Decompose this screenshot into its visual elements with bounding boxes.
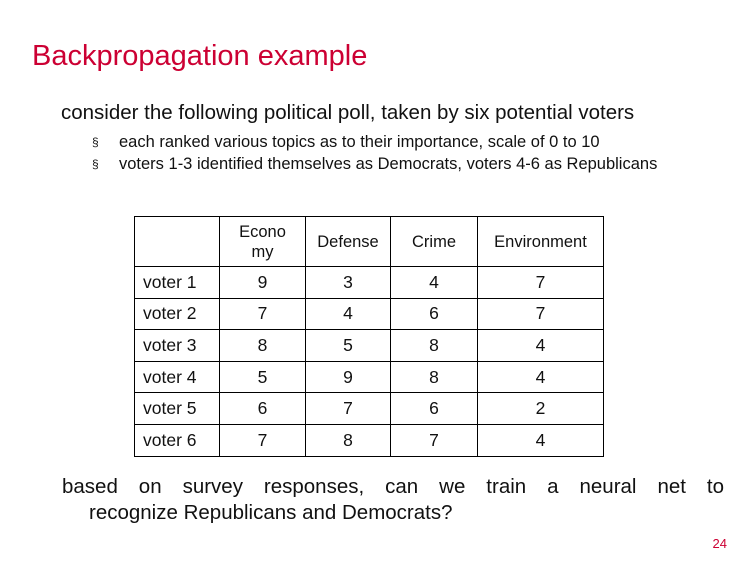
table-cell: 8 xyxy=(390,329,478,362)
header-economy-line1: Econo xyxy=(239,222,286,241)
table-cell: 9 xyxy=(219,266,306,299)
header-cell-crime: Crime xyxy=(390,216,478,267)
table-row: voter 3 8 5 8 4 xyxy=(134,329,604,362)
closing-question-line1: based on survey responses, can we train … xyxy=(62,475,724,498)
bullet-marker-icon: § xyxy=(92,135,99,149)
table-cell: 7 xyxy=(219,423,306,457)
slide-title: Backpropagation example xyxy=(32,40,368,72)
table-cell: 7 xyxy=(477,297,604,331)
poll-table: Econo my Defense Crime Environment voter … xyxy=(134,216,604,457)
table-row: voter 1 9 3 4 7 xyxy=(134,266,604,299)
table-cell: 6 xyxy=(219,392,306,425)
table-cell: 4 xyxy=(390,266,478,299)
table-row: voter 5 6 7 6 2 xyxy=(134,392,604,425)
row-label: voter 6 xyxy=(134,423,220,457)
bullet-item: § voters 1-3 identified themselves as De… xyxy=(92,153,728,175)
row-label: voter 1 xyxy=(134,266,220,299)
bullet-marker-icon: § xyxy=(92,157,99,171)
row-label: voter 3 xyxy=(134,329,220,362)
table-cell: 5 xyxy=(305,329,391,362)
header-cell-empty xyxy=(134,216,220,267)
table-header-row: Econo my Defense Crime Environment xyxy=(134,216,604,267)
table-cell: 7 xyxy=(390,423,478,457)
table-cell: 4 xyxy=(477,360,604,394)
row-label: voter 4 xyxy=(134,360,220,394)
page-number: 24 xyxy=(712,536,727,551)
bullet-text: each ranked various topics as to their i… xyxy=(119,133,600,151)
row-label: voter 2 xyxy=(134,297,220,331)
table-cell: 5 xyxy=(219,360,306,394)
table-cell: 8 xyxy=(305,423,391,457)
table-cell: 7 xyxy=(305,392,391,425)
header-cell-defense: Defense xyxy=(305,216,391,267)
bullet-list: § each ranked various topics as to their… xyxy=(92,131,728,175)
row-label: voter 5 xyxy=(134,392,220,425)
intro-text: consider the following political poll, t… xyxy=(61,101,635,124)
header-economy-line2: my xyxy=(251,242,274,261)
table-row: voter 6 7 8 7 4 xyxy=(134,423,604,457)
table-cell: 6 xyxy=(390,297,478,331)
closing-question: based on survey responses, can we train … xyxy=(62,474,724,526)
table-cell: 3 xyxy=(305,266,391,299)
table-cell: 7 xyxy=(477,266,604,299)
table-cell: 2 xyxy=(477,392,604,425)
header-cell-environment: Environment xyxy=(477,216,604,267)
bullet-item: § each ranked various topics as to their… xyxy=(92,131,728,153)
table-row: voter 2 7 4 6 7 xyxy=(134,297,604,331)
header-cell-economy: Econo my xyxy=(219,216,306,267)
table-cell: 8 xyxy=(390,360,478,394)
table-cell: 8 xyxy=(219,329,306,362)
table-row: voter 4 5 9 8 4 xyxy=(134,360,604,394)
table-cell: 7 xyxy=(219,297,306,331)
table-cell: 9 xyxy=(305,360,391,394)
table-cell: 6 xyxy=(390,392,478,425)
table-cell: 4 xyxy=(477,329,604,362)
table-cell: 4 xyxy=(305,297,391,331)
bullet-text: voters 1-3 identified themselves as Demo… xyxy=(119,155,658,173)
table-cell: 4 xyxy=(477,423,604,457)
closing-question-line2: recognize Republicans and Democrats? xyxy=(89,501,453,524)
